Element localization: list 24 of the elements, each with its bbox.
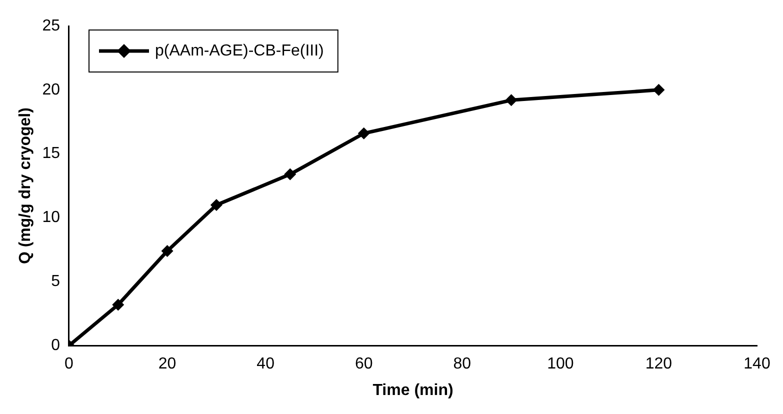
y-axis-title: Q (mg/g dry cryogel) [17,108,34,264]
x-tick-label: 20 [158,356,176,373]
point [505,94,518,106]
x-tick-label: 0 [64,356,74,373]
y-tick-label: 15 [42,145,60,162]
x-axis-title: Time (min) [372,382,454,399]
point [652,84,665,96]
point [210,198,222,211]
point [112,298,124,311]
x-tick-label: 80 [453,356,472,373]
x-tick-label: 40 [256,356,275,373]
legend-label: p(AAm-AGE)-CB-Fe(III) [154,42,324,60]
y-tick-label: 25 [42,17,60,34]
y-tick-label: 20 [42,81,60,98]
point [161,245,174,257]
point [358,127,370,140]
y-tick-label: 10 [42,209,60,226]
point [284,168,296,180]
x-tick-label: 60 [354,356,373,373]
x-tick-label: 140 [744,356,770,373]
y-tick-label: 5 [51,273,60,290]
x-tick-label: 120 [645,356,672,373]
y-tick-label: 0 [51,337,60,354]
x-tick-label: 100 [547,356,574,373]
